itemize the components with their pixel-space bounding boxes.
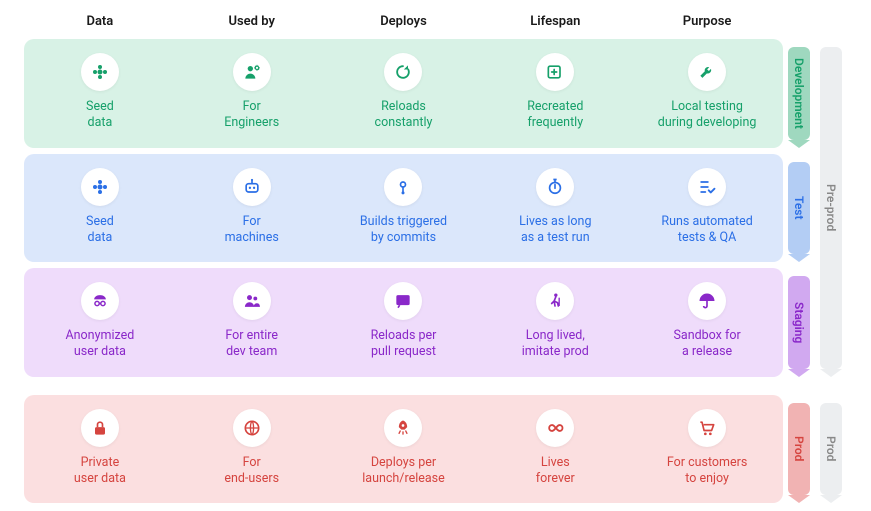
cell-label: Formachines xyxy=(225,214,279,247)
cart-icon xyxy=(688,409,726,447)
cell-label: Local testingduring developing xyxy=(658,99,757,132)
cell-staging-used-by: For entiredev team xyxy=(176,282,328,361)
cell-label: Long lived,imitate prod xyxy=(522,328,589,361)
recreate-icon xyxy=(536,53,574,91)
header-deploys: Deploys xyxy=(328,8,480,39)
cell-staging-data: Anonymizeduser data xyxy=(24,282,176,361)
cell-label: Forend-users xyxy=(224,455,279,488)
refresh-icon xyxy=(384,53,422,91)
cell-label: For entiredev team xyxy=(225,328,278,361)
env-tag-staging: Staging xyxy=(788,276,810,369)
env-tag-development: Development xyxy=(788,47,810,140)
header-used-by: Used by xyxy=(176,8,328,39)
flower-icon xyxy=(81,168,119,206)
globe-icon xyxy=(233,409,271,447)
cell-staging-lifespan: Long lived,imitate prod xyxy=(479,282,631,361)
cell-prod-used-by: Forend-users xyxy=(176,409,328,488)
cell-test-data: Seeddata xyxy=(24,168,176,247)
env-row-development: Seeddata ForEngineers Reloadsconstantly Rec… xyxy=(24,39,783,148)
cell-label: Seeddata xyxy=(86,99,114,132)
cell-development-deploys: Reloadsconstantly xyxy=(328,53,480,132)
cell-prod-lifespan: Livesforever xyxy=(479,409,631,488)
cell-label: Privateuser data xyxy=(74,455,126,488)
anon-icon xyxy=(81,282,119,320)
cell-label: ForEngineers xyxy=(224,99,279,132)
cell-label: Runs automatedtests & QA xyxy=(661,214,752,247)
env-row-staging: Anonymizeduser data For entiredev team Rel… xyxy=(24,268,783,377)
cell-label: For customersto enjoy xyxy=(667,455,748,488)
infinity-icon xyxy=(536,409,574,447)
robot-icon xyxy=(233,168,271,206)
cell-label: Livesforever xyxy=(536,455,575,488)
stage-tag-preprod: Pre-prod xyxy=(820,47,842,369)
cell-label: Deploys perlaunch/release xyxy=(362,455,445,488)
checklist-icon xyxy=(688,168,726,206)
cell-label: Sandbox fora release xyxy=(673,328,740,361)
cell-prod-deploys: Deploys perlaunch/release xyxy=(328,409,480,488)
pr-icon xyxy=(384,282,422,320)
cell-prod-data: Privateuser data xyxy=(24,409,176,488)
cell-development-used-by: ForEngineers xyxy=(176,53,328,132)
cell-label: Seeddata xyxy=(86,214,114,247)
ci-icon xyxy=(384,168,422,206)
stage-tag-prod: Prod xyxy=(820,403,842,496)
cell-label: Reloads perpull request xyxy=(371,328,437,361)
env-tag-test: Test xyxy=(788,162,810,255)
env-row-prod: Privateuser data Forend-users Deploys perl… xyxy=(24,395,783,504)
flower-icon xyxy=(81,53,119,91)
cell-development-lifespan: Recreatedfrequently xyxy=(479,53,631,132)
wrench-icon xyxy=(688,53,726,91)
cell-test-purpose: Runs automatedtests & QA xyxy=(631,168,783,247)
team-icon xyxy=(233,282,271,320)
cell-development-purpose: Local testingduring developing xyxy=(631,53,783,132)
cell-development-data: Seeddata xyxy=(24,53,176,132)
header-data: Data xyxy=(24,8,176,39)
cell-test-lifespan: Lives as longas a test run xyxy=(479,168,631,247)
cell-label: Reloadsconstantly xyxy=(375,99,433,132)
lock-icon xyxy=(81,409,119,447)
user-gear-icon xyxy=(233,53,271,91)
cell-label: Recreatedfrequently xyxy=(527,99,583,132)
cell-prod-purpose: For customersto enjoy xyxy=(631,409,783,488)
env-row-test: Seeddata Formachines Builds triggeredby co… xyxy=(24,154,783,263)
cell-staging-deploys: Reloads perpull request xyxy=(328,282,480,361)
header-lifespan: Lifespan xyxy=(479,8,631,39)
walker-icon xyxy=(536,282,574,320)
cell-test-used-by: Formachines xyxy=(176,168,328,247)
cell-test-deploys: Builds triggeredby commits xyxy=(328,168,480,247)
stopwatch-icon xyxy=(536,168,574,206)
umbrella-icon xyxy=(688,282,726,320)
env-tag-prod: Prod xyxy=(788,403,810,496)
cell-label: Builds triggeredby commits xyxy=(360,214,447,247)
rocket-icon xyxy=(384,409,422,447)
cell-label: Anonymizeduser data xyxy=(66,328,135,361)
cell-label: Lives as longas a test run xyxy=(519,214,591,247)
cell-staging-purpose: Sandbox fora release xyxy=(631,282,783,361)
header-purpose: Purpose xyxy=(631,8,783,39)
